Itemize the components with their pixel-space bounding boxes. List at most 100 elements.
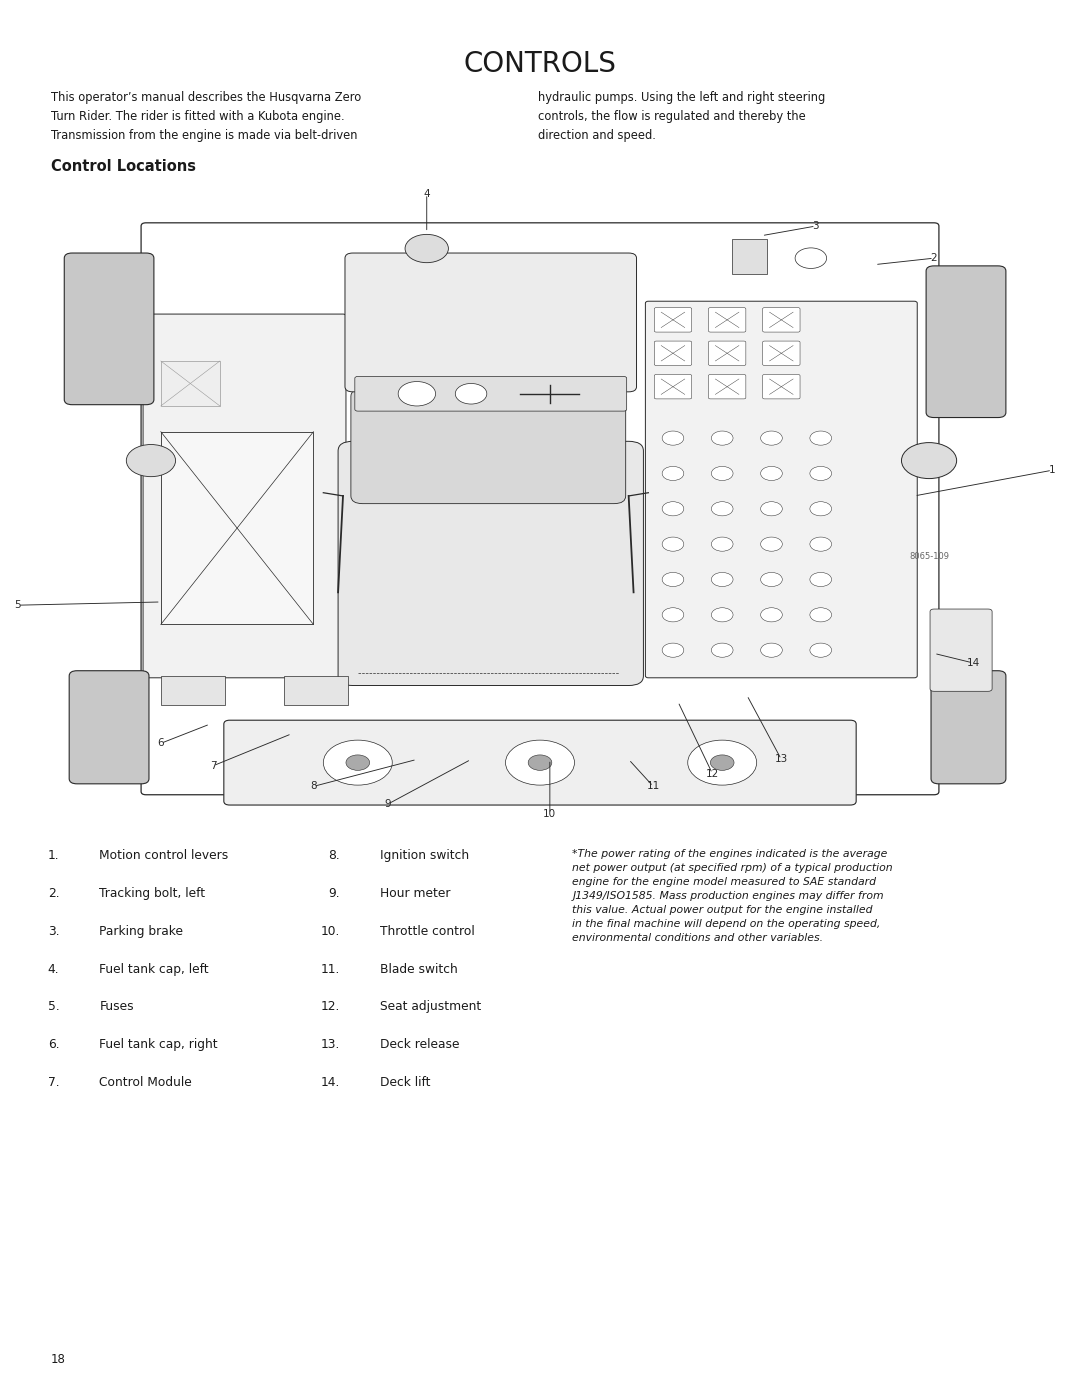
FancyBboxPatch shape [143,314,346,678]
Circle shape [662,608,684,622]
Circle shape [662,432,684,446]
Text: 10.: 10. [321,925,340,937]
Text: 9: 9 [384,799,391,809]
Circle shape [126,444,176,476]
Circle shape [662,502,684,515]
Text: Fuses: Fuses [99,1000,134,1013]
Text: 12: 12 [705,768,719,778]
Circle shape [662,573,684,587]
Text: 9.: 9. [328,887,340,900]
Text: *The power rating of the engines indicated is the average
net power output (at s: *The power rating of the engines indicat… [572,849,893,943]
Text: Ignition switch: Ignition switch [380,849,470,862]
FancyBboxPatch shape [708,307,746,332]
Circle shape [810,467,832,481]
Circle shape [795,247,826,268]
Text: Deck lift: Deck lift [380,1076,431,1088]
Text: 14.: 14. [321,1076,340,1088]
FancyBboxPatch shape [708,374,746,400]
Circle shape [712,502,733,515]
Circle shape [810,643,832,657]
FancyBboxPatch shape [654,374,691,400]
Text: 14: 14 [967,658,980,668]
Text: Motion control levers: Motion control levers [99,849,229,862]
Text: 8.: 8. [328,849,340,862]
Circle shape [528,754,552,770]
Text: 5.: 5. [48,1000,59,1013]
Circle shape [810,573,832,587]
Text: 7: 7 [210,761,216,771]
FancyBboxPatch shape [708,341,746,366]
Circle shape [399,381,435,407]
Text: 8: 8 [310,781,316,791]
FancyBboxPatch shape [69,671,149,784]
Circle shape [688,740,757,785]
Bar [284,676,348,705]
Text: CONTROLS: CONTROLS [463,50,617,78]
FancyBboxPatch shape [762,374,800,400]
Circle shape [712,643,733,657]
FancyBboxPatch shape [355,376,626,411]
Bar [161,432,313,624]
Circle shape [712,432,733,446]
Text: Fuel tank cap, right: Fuel tank cap, right [99,1038,218,1051]
Text: Parking brake: Parking brake [99,925,184,937]
Text: 11: 11 [647,781,660,791]
Circle shape [760,536,782,552]
FancyBboxPatch shape [646,302,917,678]
Circle shape [662,467,684,481]
Text: 1: 1 [1049,465,1055,475]
Circle shape [810,608,832,622]
Text: 5: 5 [15,601,22,610]
Text: 18: 18 [51,1354,66,1366]
FancyBboxPatch shape [931,671,1005,784]
Bar [732,239,767,274]
Circle shape [902,443,957,479]
Text: Tracking bolt, left: Tracking bolt, left [99,887,205,900]
Circle shape [810,432,832,446]
Text: Blade switch: Blade switch [380,963,458,975]
Text: 10: 10 [543,809,556,819]
Circle shape [505,740,575,785]
Circle shape [711,754,734,770]
Text: 4.: 4. [48,963,59,975]
Circle shape [760,573,782,587]
Circle shape [760,608,782,622]
FancyBboxPatch shape [654,307,691,332]
Circle shape [760,643,782,657]
Circle shape [760,502,782,515]
Text: 1.: 1. [48,849,59,862]
Text: Seat adjustment: Seat adjustment [380,1000,482,1013]
Text: 6.: 6. [48,1038,59,1051]
Circle shape [712,536,733,552]
Text: hydraulic pumps. Using the left and right steering
controls, the flow is regulat: hydraulic pumps. Using the left and righ… [538,91,825,142]
FancyBboxPatch shape [654,341,691,366]
FancyBboxPatch shape [224,721,856,805]
FancyBboxPatch shape [345,253,636,391]
Circle shape [760,467,782,481]
Text: 12.: 12. [321,1000,340,1013]
Text: 13: 13 [774,754,788,764]
FancyBboxPatch shape [762,341,800,366]
Circle shape [346,754,369,770]
Text: 3.: 3. [48,925,59,937]
Text: 2: 2 [931,253,937,263]
Circle shape [456,383,487,404]
Text: 6: 6 [158,739,164,749]
Text: This operator’s manual describes the Husqvarna Zero
Turn Rider. The rider is fit: This operator’s manual describes the Hus… [51,91,361,142]
Circle shape [662,643,684,657]
Text: Deck release: Deck release [380,1038,460,1051]
Text: 2.: 2. [48,887,59,900]
Bar [161,360,220,407]
Text: Control Locations: Control Locations [51,159,195,175]
Text: Fuel tank cap, left: Fuel tank cap, left [99,963,210,975]
Circle shape [712,467,733,481]
Circle shape [810,502,832,515]
Text: 7.: 7. [48,1076,59,1088]
Circle shape [662,536,684,552]
Text: 11.: 11. [321,963,340,975]
Circle shape [712,608,733,622]
Circle shape [405,235,448,263]
Text: 3: 3 [812,221,819,231]
Text: Hour meter: Hour meter [380,887,450,900]
Circle shape [712,573,733,587]
